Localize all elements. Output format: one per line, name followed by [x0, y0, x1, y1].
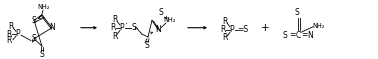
Text: P: P	[230, 25, 234, 34]
Text: R: R	[6, 36, 12, 45]
Text: R: R	[222, 33, 228, 42]
Text: R: R	[222, 17, 228, 26]
Text: =: =	[289, 31, 295, 40]
Text: NH₂: NH₂	[38, 4, 50, 10]
Text: R: R	[112, 32, 118, 41]
Text: S: S	[283, 31, 287, 40]
Text: =: =	[301, 31, 307, 40]
Text: S: S	[145, 41, 149, 50]
Text: S: S	[40, 50, 44, 59]
Text: NH₂: NH₂	[164, 17, 176, 23]
Text: =S: =S	[237, 25, 249, 34]
Text: S: S	[132, 23, 136, 32]
Text: C: C	[295, 31, 301, 40]
Text: NH₂: NH₂	[313, 23, 325, 29]
Text: S: S	[159, 8, 163, 17]
Text: +: +	[261, 23, 269, 33]
Text: P: P	[120, 23, 124, 32]
Text: R: R	[220, 25, 226, 34]
Text: S: S	[32, 34, 36, 43]
Text: R: R	[112, 15, 118, 24]
Text: S: S	[32, 16, 36, 25]
Text: S: S	[294, 8, 299, 17]
Text: ·: ·	[125, 20, 127, 29]
Text: N: N	[49, 23, 55, 32]
Text: P: P	[16, 29, 20, 38]
Text: N: N	[307, 31, 313, 40]
Text: R: R	[110, 23, 116, 32]
Text: N: N	[155, 25, 161, 34]
Text: R: R	[6, 30, 12, 39]
Text: R: R	[8, 22, 14, 31]
